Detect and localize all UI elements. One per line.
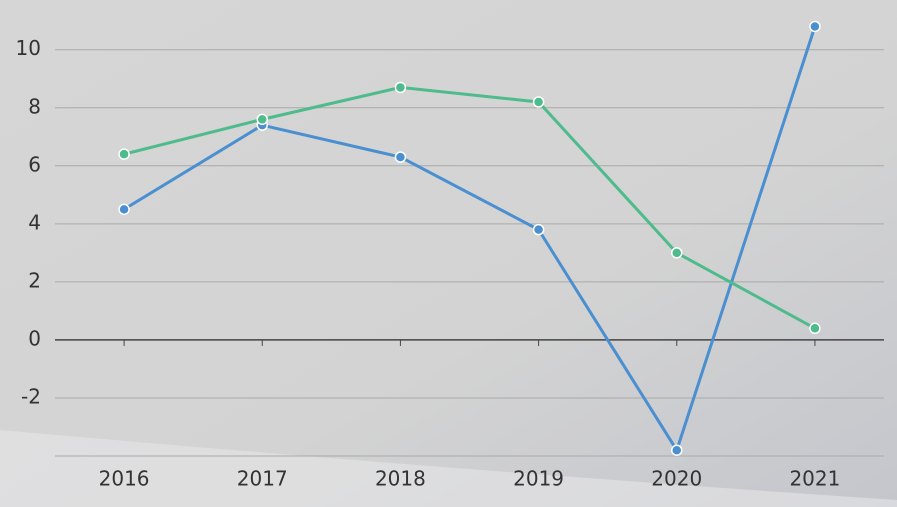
background-glare xyxy=(0,430,897,507)
series-line xyxy=(123,26,817,454)
data-point xyxy=(256,113,268,126)
data-point xyxy=(809,322,821,335)
y-tick-label: 6 xyxy=(28,152,41,176)
data-point xyxy=(118,203,130,216)
y-tick-label: 0 xyxy=(28,326,41,350)
y-tick-label: -2 xyxy=(21,384,41,408)
x-tick-label: 2020 xyxy=(651,467,702,491)
y-tick-label: 2 xyxy=(28,268,41,292)
data-point xyxy=(809,20,821,33)
x-tick-label: 2018 xyxy=(375,467,426,491)
y-tick-label: 4 xyxy=(28,210,41,234)
data-point xyxy=(671,444,683,456)
y-tick-label: 10 xyxy=(16,36,41,60)
x-tick-label: 2017 xyxy=(237,467,288,491)
data-point xyxy=(118,148,130,160)
data-point xyxy=(394,151,407,163)
y-tick-label: 12 xyxy=(16,0,41,2)
series-line xyxy=(123,85,816,330)
x-tick-label: 2019 xyxy=(513,467,564,491)
x-tick-label: 2016 xyxy=(99,467,150,491)
x-tick-label: 2021 xyxy=(789,467,840,491)
data-point xyxy=(394,81,407,94)
data-point xyxy=(532,223,545,236)
data-point xyxy=(671,247,683,259)
y-tick-label: 8 xyxy=(28,94,41,118)
data-point xyxy=(532,96,545,108)
